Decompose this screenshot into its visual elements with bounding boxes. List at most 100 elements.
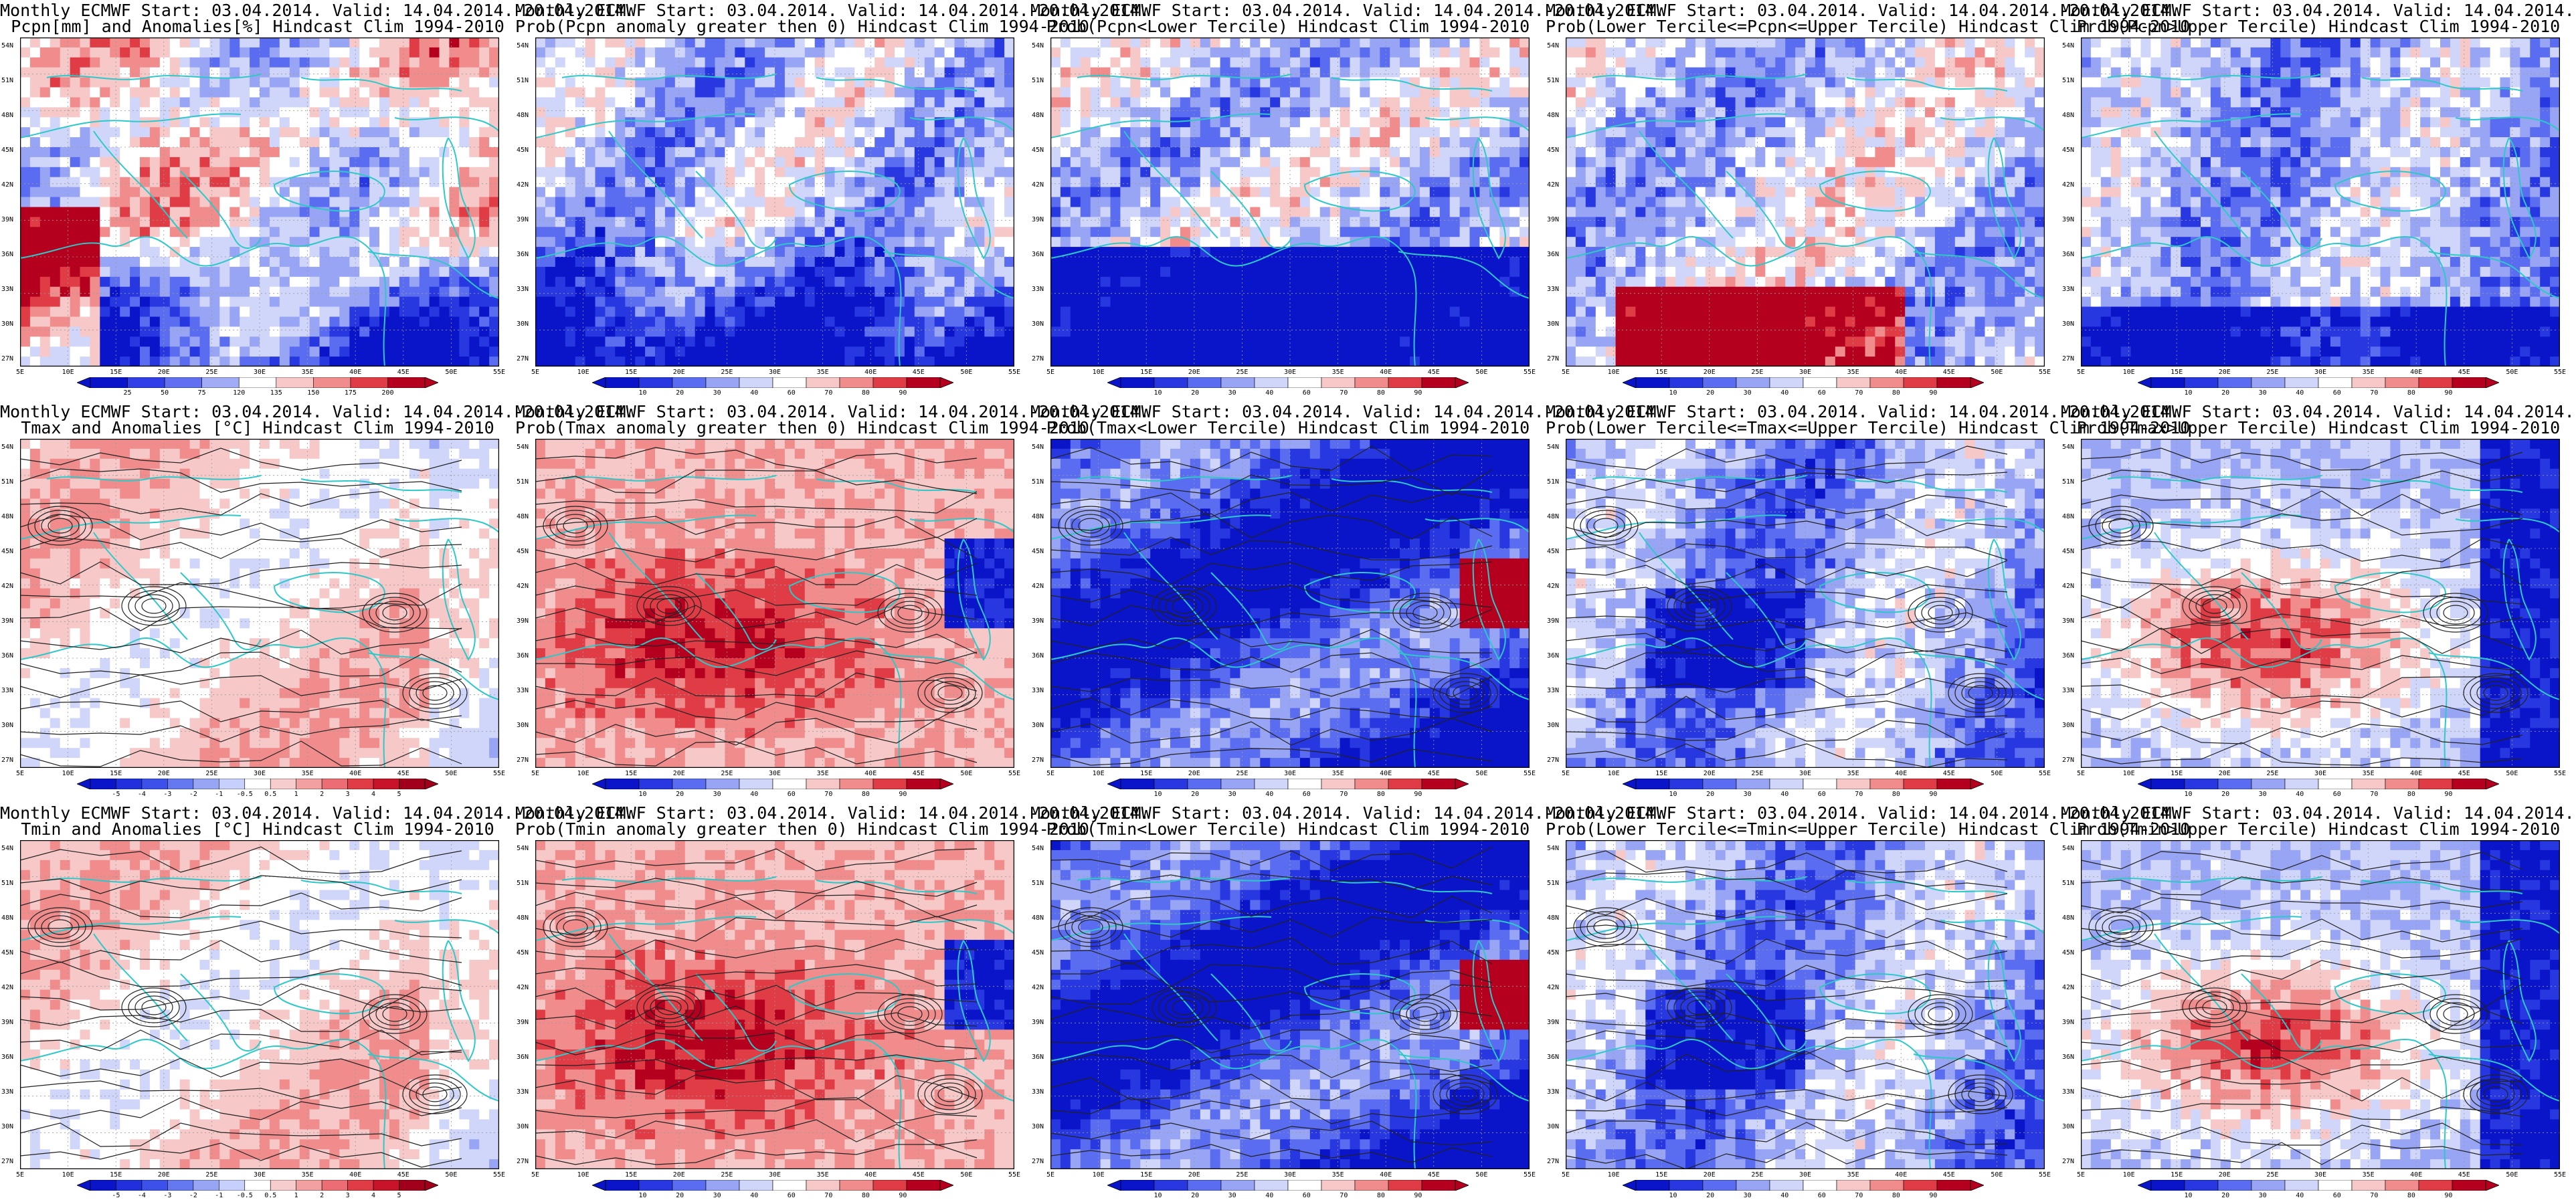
longitude-label: 50E [1991,1172,2003,1179]
colorbar-tick-label: 60 [1303,791,1311,798]
longitude-label: 30E [1284,1172,1296,1179]
colorbar-tick-label: 50 [161,390,169,397]
colorbar [1623,1180,1984,1191]
latitude-label: 45N [1547,950,1559,957]
map-panel: Monthly ECMWF Start: 03.04.2014. Valid: … [1030,0,1665,401]
longitude-label: 55E [1008,771,1020,777]
map-frame [1566,840,2045,1169]
latitude-label: 30N [2062,1124,2074,1130]
colorbar-tick-label: 20 [676,390,684,397]
longitude-label: 50E [960,1172,972,1179]
longitude-label: 15E [2171,1172,2183,1179]
colorbar-segment [906,377,941,388]
panel-title-line2: Prob(Pcpn<Lower Tercile) Hindcast Clim 1… [1030,17,1546,35]
colorbar-tick-label: 60 [1303,1193,1311,1199]
colorbar-tick-label: 60 [788,791,796,798]
latitude-label: 39N [2062,1019,2074,1026]
contour-lines [20,447,468,767]
colorbar-segment [839,377,874,388]
colorbar-tick-label: 75 [198,390,206,397]
colorbar-tick-label: 80 [1892,791,1900,798]
coastlines [2081,475,2560,768]
longitude-label: 20E [158,771,170,777]
map-svg [2081,439,2560,768]
longitude-label: 45E [913,1172,925,1179]
colorbar-tick-label: 4 [371,1193,375,1199]
colorbar-segment [1254,779,1289,789]
colorbar-tick-label: 80 [1377,390,1385,397]
colorbar-tick-label: 70 [1855,1193,1863,1199]
colorbar-segment [2150,779,2185,789]
colorbar-segment [1220,779,1255,789]
longitude-label: 20E [1188,369,1200,376]
longitude-label: 15E [110,369,122,376]
longitude-label: 50E [1991,369,2003,376]
colorbar-segment [1287,779,1322,789]
panel-title-line2: Prob(Pcpn anomaly greater then 0) Hindca… [515,17,1089,35]
latitude-label: 39N [2062,217,2074,223]
colorbar-segment [1836,779,1871,789]
longitude-label: 10E [62,771,74,777]
latitude-label: 33N [1032,286,1044,293]
latitude-label: 54N [1547,444,1559,451]
longitude-label: 25E [1236,1172,1248,1179]
colorbar-segment [1154,377,1188,388]
latitude-label: 54N [1032,43,1044,49]
colorbar-tick-label: 40 [2296,390,2304,397]
latitude-label: 27N [1547,356,1559,363]
panel-title-line2: Prob(Lower Tercile<=Tmin<=Upper Tercile)… [1546,820,2190,838]
latitude-label: 30N [517,321,529,328]
contour-lines [1566,850,2013,1169]
latitude-label: 27N [517,1159,529,1165]
longitude-label: 30E [1284,771,1296,777]
colorbar-max-arrow [939,1180,953,1191]
latitude-label: 33N [1032,1089,1044,1096]
colorbar-segment [1803,1180,1837,1191]
latitude-label: 45N [1,950,13,957]
colorbar-tick-row: 10 20 30 40 60 70 80 90 [592,791,953,799]
map-panel: Monthly ECMWF Start: 03.04.2014. Valid: … [2061,401,2576,803]
colorbar-tick-label: 70 [824,1193,832,1199]
coastlines [2081,876,2560,1169]
contour-lines [2081,851,2528,1165]
colorbar-tick-label: 40 [750,1193,758,1199]
colorbar-tick-label: 40 [1265,390,1273,397]
colorbar-tick-label: 1 [294,1193,298,1199]
colorbar-tick-label: 4 [371,791,375,798]
longitude-label: 10E [1608,771,1620,777]
longitude-label: 30E [254,771,266,777]
longitude-label: 55E [2554,1172,2566,1179]
colorbar-min-arrow [2138,377,2152,388]
panel-title-line2: Prob(Lower Tercile<=Pcpn<=Upper Tercile)… [1546,17,2190,35]
map-svg [535,439,1014,768]
map-panel: Monthly ECMWF Start: 03.04.2014. Valid: … [515,0,1149,401]
longitude-label: 30E [769,771,781,777]
colorbar-segment [772,779,807,789]
colorbar-segment [399,1180,426,1191]
graticule [535,37,1014,367]
panel-title-line1: Monthly ECMWF Start: 03.04.2014. Valid: … [2061,804,2576,822]
latitude-label: 51N [1547,880,1559,887]
colorbar-segment [1836,1180,1871,1191]
latitude-label: 42N [2062,182,2074,189]
colorbar-tick-label: 70 [1340,1193,1348,1199]
colorbar-max-arrow [1970,779,1984,789]
colorbar-tick-label: 90 [1929,1193,1937,1199]
latitude-label: 54N [1,43,13,49]
longitude-label: 35E [1847,1172,1859,1179]
longitude-label: 50E [445,1172,457,1179]
longitude-label: 40E [1895,771,1907,777]
map-svg [1050,37,1530,367]
colorbar-tick-label: 90 [1414,390,1422,397]
longitude-label: 15E [625,1172,637,1179]
map-field [535,439,1014,768]
longitude-label: 35E [2363,1172,2375,1179]
colorbar-tick-label: 10 [2185,1193,2193,1199]
colorbar-tick-label: 70 [1855,791,1863,798]
colorbar-tick-label: 20 [1191,390,1199,397]
colorbar-segment [1903,779,1938,789]
panel-title-line2: Tmax and Anomalies [°C] Hindcast Clim 19… [0,419,515,437]
longitude-label: 40E [1380,369,1392,376]
latitude-label: 27N [2062,356,2074,363]
colorbar-segment [2217,1180,2252,1191]
